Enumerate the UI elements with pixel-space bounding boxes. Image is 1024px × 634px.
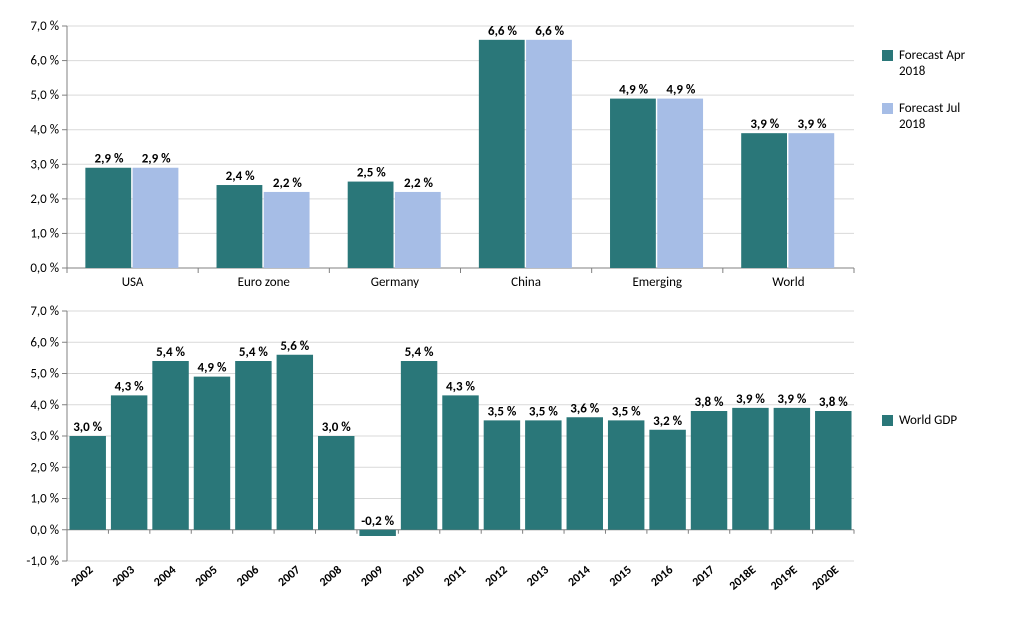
svg-text:3,0 %: 3,0 % <box>322 420 351 435</box>
svg-text:3,9 %: 3,9 % <box>777 392 806 407</box>
svg-text:Euro zone: Euro zone <box>238 275 290 290</box>
svg-text:2010: 2010 <box>400 563 428 589</box>
legend-item-world-gdp: World GDP <box>882 413 1012 429</box>
svg-text:4,3 %: 4,3 % <box>115 379 144 394</box>
legend-item-forecast-apr: Forecast Apr 2018 <box>882 48 1012 79</box>
svg-text:1,0 %: 1,0 % <box>30 492 59 507</box>
svg-text:Germany: Germany <box>371 275 419 290</box>
svg-text:2002: 2002 <box>69 563 97 589</box>
svg-text:China: China <box>511 275 541 290</box>
svg-text:3,2 %: 3,2 % <box>653 414 682 429</box>
forecast-chart: 0,0 % 1,0 % 2,0 % 3,0 % 4,0 % 5,0 % 6,0 % 7,0 %… <box>12 8 862 293</box>
svg-text:2,9 %: 2,9 % <box>94 152 123 167</box>
svg-text:2016: 2016 <box>649 563 677 589</box>
svg-text:5,4 %: 5,4 % <box>156 345 185 360</box>
svg-text:4,9 %: 4,9 % <box>197 361 226 376</box>
legend-item-forecast-jul: Forecast Jul 2018 <box>882 101 1012 132</box>
svg-text:6,6 %: 6,6 % <box>535 24 564 39</box>
svg-text:2,2 %: 2,2 % <box>273 176 302 191</box>
svg-text:3,5 %: 3,5 % <box>529 404 558 419</box>
svg-text:7,0 %: 7,0 % <box>30 304 59 319</box>
svg-text:3,5 %: 3,5 % <box>612 404 641 419</box>
svg-text:2015: 2015 <box>607 563 635 589</box>
svg-text:2008: 2008 <box>317 563 345 589</box>
forecast-legend: Forecast Apr 2018 Forecast Jul 2018 <box>862 8 1012 293</box>
legend-label: Forecast Jul 2018 <box>899 101 989 132</box>
world-gdp-legend: World GDP <box>862 293 1012 611</box>
svg-text:2011: 2011 <box>441 563 469 589</box>
svg-text:0,0 %: 0,0 % <box>30 261 59 276</box>
bottom-row: -1,0 % 0,0 % 1,0 % 2,0 % 3,0 % 4,0 % 5,0 % 6,0 … <box>12 293 1012 611</box>
svg-text:6,6 %: 6,6 % <box>488 24 517 39</box>
svg-text:-1,0 %: -1,0 % <box>26 554 59 569</box>
svg-text:4,0 %: 4,0 % <box>30 123 59 138</box>
svg-text:4,9 %: 4,9 % <box>619 83 648 98</box>
svg-text:3,9 %: 3,9 % <box>750 117 779 132</box>
svg-text:2012: 2012 <box>483 563 511 589</box>
svg-text:5,4 %: 5,4 % <box>239 345 268 360</box>
svg-text:2013: 2013 <box>524 563 552 589</box>
svg-text:2,4 %: 2,4 % <box>226 169 255 184</box>
svg-text:3,0 %: 3,0 % <box>30 429 59 444</box>
svg-text:2,5 %: 2,5 % <box>357 166 386 181</box>
svg-text:3,6 %: 3,6 % <box>570 401 599 416</box>
svg-text:3,5 %: 3,5 % <box>487 404 516 419</box>
svg-text:5,4 %: 5,4 % <box>405 345 434 360</box>
svg-text:Emerging: Emerging <box>632 275 682 290</box>
svg-text:3,9 %: 3,9 % <box>736 392 765 407</box>
svg-text:3,8 %: 3,8 % <box>819 395 848 410</box>
svg-text:3,0 %: 3,0 % <box>73 420 102 435</box>
svg-text:2,0 %: 2,0 % <box>30 192 59 207</box>
svg-text:6,0 %: 6,0 % <box>30 54 59 69</box>
svg-text:6,0 %: 6,0 % <box>30 335 59 350</box>
svg-text:2017: 2017 <box>690 563 718 589</box>
svg-text:3,8 %: 3,8 % <box>695 395 724 410</box>
legend-swatch <box>882 50 893 61</box>
svg-text:2018E: 2018E <box>727 563 759 593</box>
svg-text:2019E: 2019E <box>768 563 800 593</box>
svg-text:2005: 2005 <box>193 563 221 589</box>
svg-text:2,0 %: 2,0 % <box>30 460 59 475</box>
svg-text:4,3 %: 4,3 % <box>446 379 475 394</box>
svg-text:2020E: 2020E <box>810 563 842 593</box>
svg-text:2009: 2009 <box>359 563 387 589</box>
svg-text:World: World <box>772 275 804 290</box>
svg-text:4,9 %: 4,9 % <box>666 83 695 98</box>
legend-label: Forecast Apr 2018 <box>899 48 989 79</box>
svg-text:2,2 %: 2,2 % <box>404 176 433 191</box>
legend-swatch <box>882 415 893 426</box>
svg-text:5,0 %: 5,0 % <box>30 88 59 103</box>
svg-text:5,0 %: 5,0 % <box>30 367 59 382</box>
svg-text:2004: 2004 <box>151 563 179 589</box>
legend-swatch <box>882 103 893 114</box>
svg-text:3,0 %: 3,0 % <box>30 157 59 172</box>
svg-text:0,0 %: 0,0 % <box>30 523 59 538</box>
svg-text:2006: 2006 <box>234 563 262 589</box>
world-gdp-chart: -1,0 % 0,0 % 1,0 % 2,0 % 3,0 % 4,0 % 5,0 % 6,0 … <box>12 293 862 611</box>
legend-label: World GDP <box>899 413 957 429</box>
svg-text:2007: 2007 <box>276 563 304 589</box>
svg-text:2003: 2003 <box>110 563 138 589</box>
svg-text:3,9 %: 3,9 % <box>798 117 827 132</box>
svg-text:5,6 %: 5,6 % <box>280 339 309 354</box>
svg-text:-0,2 %: -0,2 % <box>361 514 394 529</box>
svg-text:2,9 %: 2,9 % <box>142 152 171 167</box>
svg-text:2014: 2014 <box>566 563 594 589</box>
svg-text:7,0 %: 7,0 % <box>30 19 59 34</box>
svg-text:1,0 %: 1,0 % <box>30 226 59 241</box>
top-row: 0,0 % 1,0 % 2,0 % 3,0 % 4,0 % 5,0 % 6,0 % 7,0 %… <box>12 8 1012 293</box>
svg-text:USA: USA <box>122 275 144 290</box>
svg-text:4,0 %: 4,0 % <box>30 398 59 413</box>
